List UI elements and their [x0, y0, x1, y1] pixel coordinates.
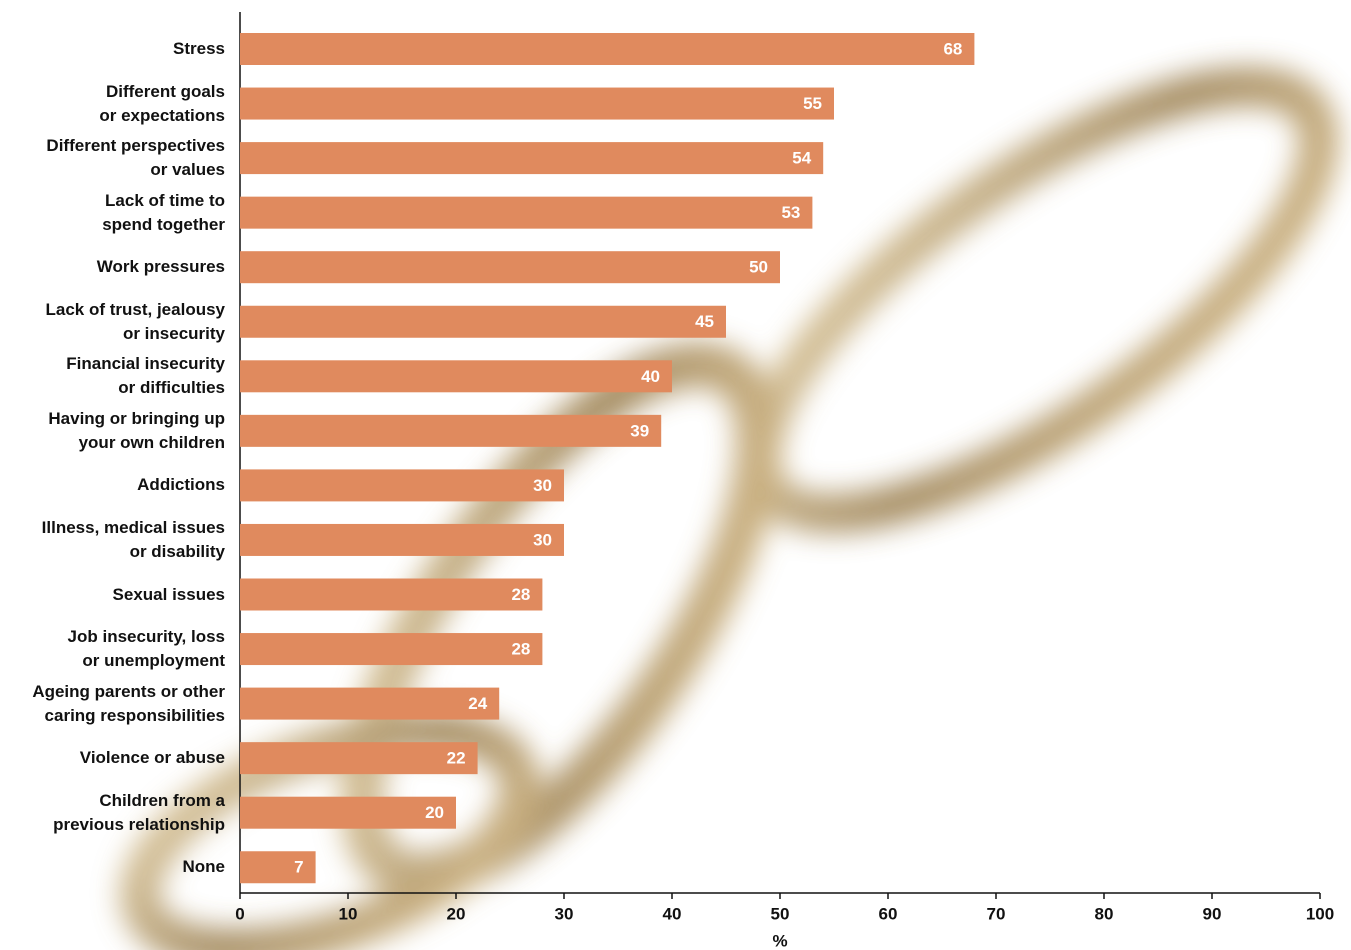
x-tick-label: 100 [1306, 904, 1334, 923]
value-label: 54 [792, 149, 811, 168]
bar [240, 305, 726, 338]
bar [240, 851, 316, 884]
value-label: 20 [425, 803, 444, 822]
category-label: None [182, 857, 226, 877]
category-label: Different perspectives or values [46, 136, 225, 180]
bar [240, 742, 478, 775]
bar [240, 360, 672, 393]
x-tick-label: 60 [879, 904, 898, 923]
category-label: Children from a previous relationship [53, 790, 225, 834]
value-label: 30 [533, 530, 552, 549]
value-label: 40 [641, 367, 660, 386]
value-label: 50 [749, 258, 768, 277]
value-label: 68 [943, 39, 962, 58]
bar [240, 796, 456, 829]
value-label: 28 [511, 585, 530, 604]
value-label: 30 [533, 476, 552, 495]
category-label: Having or bringing up your own children [48, 408, 225, 452]
category-label: Ageing parents or other caring responsib… [32, 681, 225, 725]
x-tick-label: 80 [1095, 904, 1114, 923]
category-label: Job insecurity, loss or unemployment [67, 627, 225, 671]
value-label: 55 [803, 94, 822, 113]
bar [240, 414, 662, 447]
category-label: Lack of trust, jealousy or insecurity [45, 299, 226, 343]
category-label: Stress [173, 39, 225, 58]
category-label: Sexual issues [112, 584, 225, 604]
bar [240, 33, 975, 65]
x-tick-label: 40 [663, 904, 682, 923]
category-label: Lack of time to spend together [102, 190, 225, 234]
value-label: 45 [695, 312, 714, 331]
bar [240, 578, 543, 611]
x-tick-label: 70 [987, 904, 1006, 923]
x-tick-label: 30 [555, 904, 574, 923]
bar [240, 469, 564, 502]
bar [240, 196, 813, 229]
x-tick-label: 0 [235, 904, 244, 923]
category-label: Violence or abuse [79, 748, 225, 768]
category-label: Work pressures [96, 257, 225, 277]
x-tick-label: 20 [447, 904, 466, 923]
value-label: 7 [294, 858, 303, 877]
value-label: 39 [630, 421, 649, 440]
value-label: 22 [447, 749, 466, 768]
x-tick-label: 90 [1203, 904, 1222, 923]
category-label: Illness, medical issues or disability [41, 517, 225, 561]
value-label: 24 [468, 694, 487, 713]
bar [240, 142, 824, 175]
x-tick-label: 50 [771, 904, 790, 923]
value-label: 28 [511, 640, 530, 659]
bar [240, 523, 564, 556]
bar [240, 633, 543, 666]
bar [240, 251, 780, 284]
category-label: Addictions [137, 475, 225, 495]
x-tick-label: 10 [339, 904, 358, 923]
value-label: 53 [781, 203, 800, 222]
bar [240, 687, 500, 720]
category-label: Different goals or expectations [99, 81, 225, 125]
bar [240, 87, 834, 120]
x-axis-label: % [772, 931, 787, 950]
category-label: Financial insecurity or difficulties [66, 354, 225, 398]
